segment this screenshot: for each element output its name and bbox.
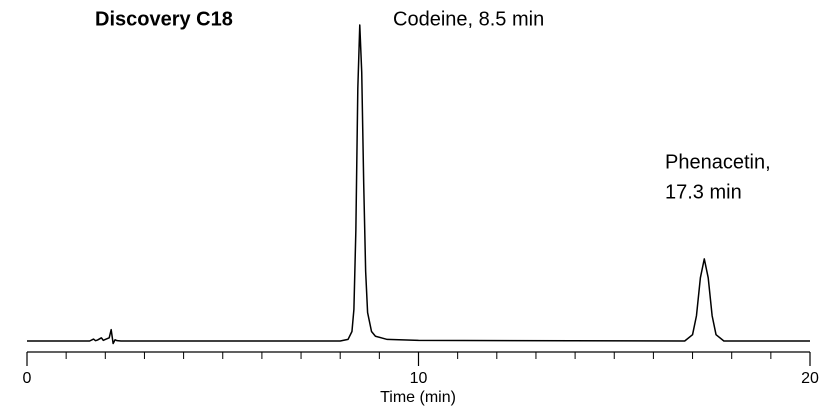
x-tick-label: 10 bbox=[410, 370, 428, 387]
x-axis-label: Time (min) bbox=[380, 389, 456, 406]
x-tick-label: 0 bbox=[23, 370, 32, 387]
x-tick-label: 20 bbox=[801, 370, 819, 387]
annotation: Phenacetin, bbox=[665, 151, 771, 173]
annotation: 17.3 min bbox=[665, 181, 742, 203]
chart-title: Discovery C18 bbox=[95, 8, 233, 30]
chromatogram-trace bbox=[27, 24, 810, 345]
annotation: Codeine, 8.5 min bbox=[393, 8, 544, 30]
